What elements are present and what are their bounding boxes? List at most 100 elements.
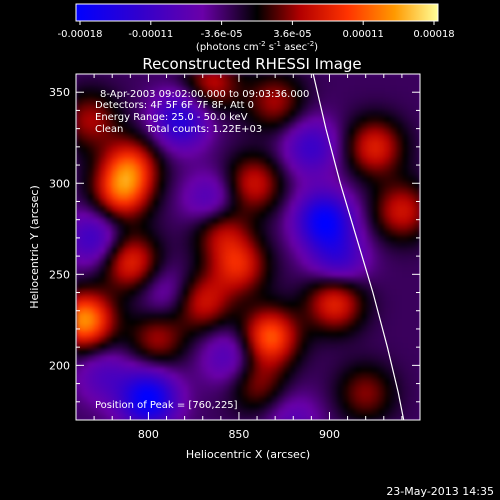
heatmap-cell: [153, 264, 160, 272]
heatmap-cell: [129, 282, 136, 290]
heatmap-cell: [182, 384, 190, 391]
heatmap-cell: [313, 396, 320, 403]
heatmap-cell: [271, 312, 279, 320]
heatmap-cell: [259, 270, 267, 278]
heatmap-cell: [378, 217, 386, 224]
heatmap-cell: [129, 163, 136, 171]
heatmap-cell: [313, 252, 320, 260]
heatmap-cell: [384, 175, 391, 182]
heatmap-cell: [194, 312, 202, 320]
heatmap-cell: [135, 187, 142, 194]
heatmap-cell: [93, 109, 101, 117]
heatmap-cell: [147, 103, 154, 111]
heatmap-cell: [372, 402, 380, 409]
heatmap-cell: [188, 252, 196, 260]
heatmap-cell: [176, 288, 184, 296]
heatmap-cell: [289, 85, 297, 93]
heatmap-cell: [182, 121, 190, 129]
heatmap-cell: [242, 79, 249, 87]
heatmap-cell: [147, 348, 154, 355]
heatmap-cell: [81, 270, 89, 278]
heatmap-cell: [206, 169, 214, 177]
heatmap-cell: [372, 366, 380, 373]
heatmap-cell: [295, 342, 302, 350]
heatmap-cell: [159, 342, 166, 350]
heatmap-cell: [414, 133, 420, 141]
heatmap-cell: [93, 366, 101, 373]
heatmap-cell: [313, 235, 320, 242]
heatmap-cell: [99, 247, 107, 254]
heatmap-cell: [117, 360, 125, 367]
heatmap-cell: [242, 187, 249, 194]
heatmap-cell: [123, 366, 130, 373]
heatmap-cell: [200, 276, 208, 284]
heatmap-cell: [283, 229, 291, 236]
heatmap-cell: [105, 187, 113, 194]
heatmap-cell: [117, 223, 125, 230]
heatmap-cell: [212, 187, 219, 194]
heatmap-cell: [188, 372, 196, 379]
heatmap-cell: [218, 396, 225, 403]
heatmap-cell: [123, 85, 130, 93]
heatmap-cell: [224, 300, 231, 308]
heatmap-cell: [277, 348, 285, 355]
heatmap-cell: [402, 103, 409, 111]
heatmap-cell: [81, 193, 89, 200]
heatmap-cell: [170, 366, 178, 373]
heatmap-cell: [105, 157, 113, 165]
heatmap-cell: [218, 91, 225, 99]
heatmap-cell: [93, 318, 101, 326]
colorbar-tick-label: 0.00018: [413, 29, 454, 40]
heatmap-cell: [159, 211, 166, 218]
heatmap-cell: [176, 187, 184, 194]
heatmap-cell: [87, 384, 95, 391]
heatmap-cell: [218, 348, 225, 355]
heatmap-cell: [93, 252, 101, 260]
heatmap-cell: [218, 74, 225, 81]
heatmap-cell: [301, 145, 308, 153]
heatmap-cell: [164, 396, 172, 403]
heatmap-cell: [87, 127, 95, 135]
heatmap-cell: [76, 109, 83, 117]
heatmap-cell: [182, 360, 190, 367]
heatmap-cell: [99, 360, 107, 367]
heatmap-cell: [378, 241, 386, 248]
heatmap-cell: [194, 384, 202, 391]
heatmap-cell: [242, 324, 249, 332]
heatmap-cell: [331, 121, 338, 129]
heatmap-cell: [87, 109, 95, 117]
heatmap-cell: [117, 79, 125, 87]
heatmap-cell: [253, 115, 261, 123]
heatmap-cell: [99, 74, 107, 81]
heatmap-cell: [182, 318, 190, 326]
heatmap-cell: [307, 103, 314, 111]
heatmap-cell: [378, 402, 386, 409]
heatmap-cell: [176, 330, 184, 338]
heatmap-cell: [348, 390, 356, 397]
heatmap-cell: [390, 235, 397, 242]
heatmap-cell: [408, 193, 415, 200]
heatmap-cell: [265, 276, 273, 284]
heatmap-cell: [242, 211, 249, 218]
heatmap-cell: [188, 396, 196, 403]
heatmap-cell: [123, 241, 130, 248]
heatmap-cell: [182, 211, 190, 218]
heatmap-cell: [194, 175, 202, 182]
heatmap-cell: [99, 175, 107, 182]
heatmap-cell: [105, 193, 113, 200]
heatmap-cell: [111, 402, 119, 409]
heatmap-cell: [188, 258, 196, 266]
heatmap-cell: [360, 390, 368, 397]
heatmap-cell: [153, 247, 160, 254]
heatmap-cell: [248, 264, 255, 272]
heatmap-cell: [76, 241, 83, 248]
heatmap-cell: [342, 211, 350, 218]
heatmap-cell: [408, 133, 415, 141]
heatmap-cell: [289, 133, 297, 141]
heatmap-cell: [159, 372, 166, 379]
heatmap-cell: [253, 258, 261, 266]
heatmap-cell: [402, 336, 409, 344]
heatmap-cell: [230, 175, 237, 182]
heatmap-cell: [135, 151, 142, 159]
heatmap-cell: [93, 414, 101, 420]
